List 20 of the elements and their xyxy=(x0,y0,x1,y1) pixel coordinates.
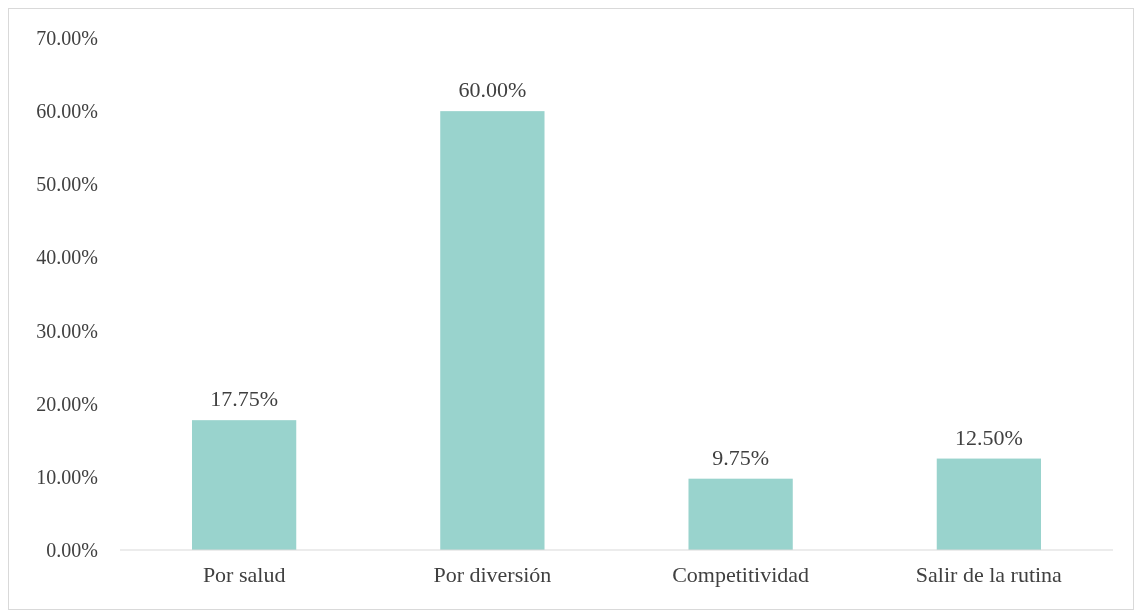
bar xyxy=(688,478,793,550)
y-tick-label: 30.00% xyxy=(36,319,98,342)
y-tick-label: 20.00% xyxy=(36,392,98,415)
y-tick-label: 10.00% xyxy=(36,465,98,488)
y-tick-label: 60.00% xyxy=(36,100,98,123)
data-label: 12.50% xyxy=(954,424,1023,450)
y-tick-label: 0.00% xyxy=(46,539,98,561)
data-label: 9.75% xyxy=(712,444,770,470)
y-tick-label: 70.00% xyxy=(36,27,98,49)
bar xyxy=(440,111,545,550)
bar xyxy=(936,458,1042,550)
bar xyxy=(191,420,297,550)
y-tick-label: 40.00% xyxy=(36,246,98,269)
data-label: 60.00% xyxy=(458,77,527,103)
x-tick-label: Competitividad xyxy=(672,562,810,587)
x-tick-label: Por diversión xyxy=(433,562,552,587)
x-tick-label: Por salud xyxy=(202,562,286,587)
y-tick-label: 50.00% xyxy=(36,173,98,196)
data-label: 17.75% xyxy=(210,386,279,412)
x-tick-label: Salir de la rutina xyxy=(915,562,1063,587)
